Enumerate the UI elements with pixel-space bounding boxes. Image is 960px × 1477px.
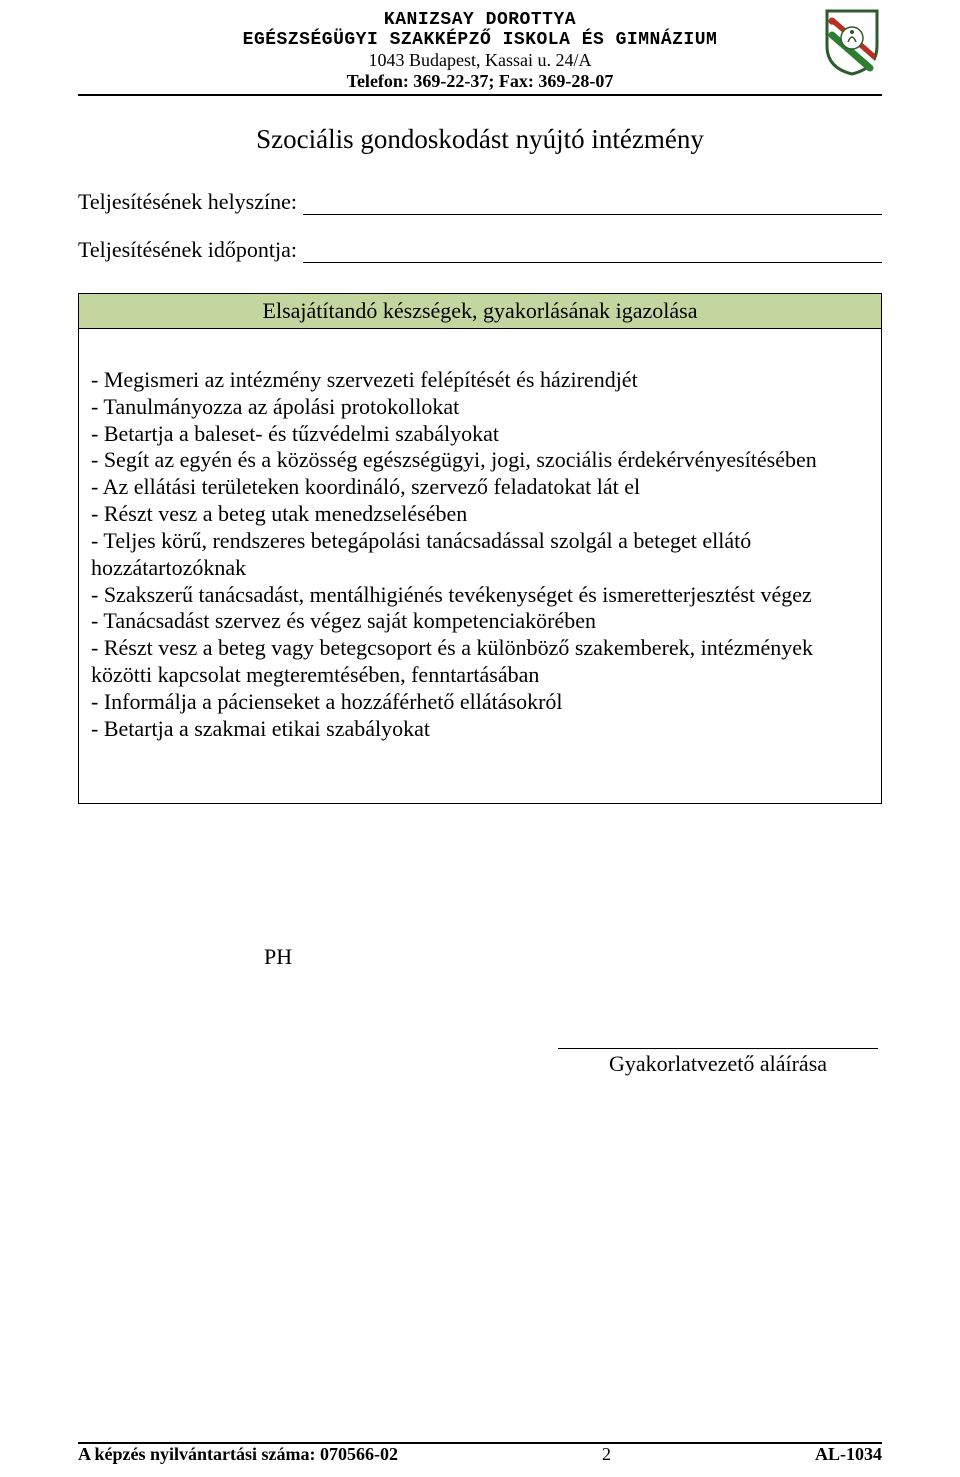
field-time-underline: [303, 241, 882, 263]
footer-left: A képzés nyilvántartási száma: 070566-02: [78, 1444, 398, 1465]
signature-label: Gyakorlatvezető aláírása: [558, 1051, 878, 1077]
skills-body-line: - Részt vesz a beteg utak menedzselésébe…: [91, 501, 869, 528]
skills-table: Elsajátítandó készségek, gyakorlásának i…: [78, 293, 882, 804]
footer-right: AL-1034: [815, 1444, 882, 1465]
skills-body-line: - Tanácsadást szervez és végez saját kom…: [91, 608, 869, 635]
letterhead: KANIZSAY DOROTTYA EGÉSZSÉGÜGYI SZAKKÉPZŐ…: [78, 10, 882, 96]
skills-table-header: Elsajátítandó készségek, gyakorlásának i…: [79, 294, 881, 329]
field-location-label: Teljesítésének helyszíne:: [78, 189, 297, 215]
signature-block: Gyakorlatvezető aláírása: [558, 1048, 878, 1077]
skills-body-line: - Tanulmányozza az ápolási protokollokat: [91, 394, 869, 421]
skills-table-body: - Megismeri az intézmény szervezeti felé…: [79, 329, 881, 803]
letterhead-line-1: KANIZSAY DOROTTYA: [78, 10, 882, 30]
field-location: Teljesítésének helyszíne:: [78, 189, 882, 215]
skills-body-line: - Megismeri az intézmény szervezeti felé…: [91, 367, 869, 394]
skills-body-line: - Segít az egyén és a közösség egészségü…: [91, 447, 869, 474]
document-title: Szociális gondoskodást nyújtó intézmény: [78, 124, 882, 155]
letterhead-line-2: EGÉSZSÉGÜGYI SZAKKÉPZŐ ISKOLA ÉS GIMNÁZI…: [78, 30, 882, 50]
skills-body-line: - Szakszerű tanácsadást, mentálhigiénés …: [91, 582, 869, 609]
skills-body-line: - Részt vesz a beteg vagy betegcsoport é…: [91, 635, 869, 689]
skills-body-line: - Betartja a baleset- és tűzvédelmi szab…: [91, 421, 869, 448]
field-time: Teljesítésének időpontja:: [78, 237, 882, 263]
letterhead-line-4: Telefon: 369-22-37; Fax: 369-28-07: [78, 71, 882, 92]
signature-line: [558, 1048, 878, 1049]
page-footer: A képzés nyilvántartási száma: 070566-02…: [78, 1442, 882, 1465]
letterhead-rule: [78, 94, 882, 96]
field-time-label: Teljesítésének időpontja:: [78, 237, 297, 263]
field-location-underline: [303, 193, 882, 215]
footer-page-number: 2: [602, 1444, 611, 1465]
letterhead-line-3: 1043 Budapest, Kassai u. 24/A: [78, 50, 882, 71]
skills-body-line: - Betartja a szakmai etikai szabályokat: [91, 716, 869, 743]
skills-body-line: - Az ellátási területeken koordináló, sz…: [91, 474, 869, 501]
stamp-placeholder: PH: [264, 944, 882, 970]
skills-body-line: - Informálja a pácienseket a hozzáférhet…: [91, 689, 869, 716]
page: KANIZSAY DOROTTYA EGÉSZSÉGÜGYI SZAKKÉPZŐ…: [0, 0, 960, 1477]
skills-body-line: - Teljes körű, rendszeres betegápolási t…: [91, 528, 869, 582]
